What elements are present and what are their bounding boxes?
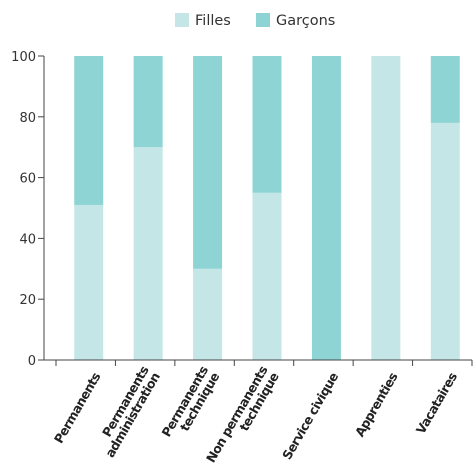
x-category-label: Permanents [51,370,104,446]
bar-segment-garcons [311,56,341,360]
x-axis: PermanentsPermanentsadministrationPerman… [44,359,473,465]
bar-segment-garcons [193,56,223,269]
legend-swatch-garcons [256,13,270,27]
x-category-label: Permanentstechnique [158,363,222,446]
y-tick-label: 80 [19,111,36,126]
legend: Filles Garçons [175,13,335,29]
bar-segment-garcons [74,56,104,205]
bar-segment-garcons [133,56,163,148]
y-axis: 0 20 40 60 80 100 [11,50,45,369]
bar-segment-filles [371,56,401,360]
x-category-label-line: Apprenties [352,370,401,439]
y-tick-label: 60 [19,172,36,187]
legend-label-filles: Filles [195,13,231,29]
y-tick-label: 20 [19,293,36,308]
bar-segment-filles [133,147,163,360]
x-category-label-line: Permanents [51,370,104,446]
bar-segment-filles [74,204,104,360]
x-category-label: Service civique [279,370,341,462]
x-category-label: Apprenties [352,370,401,439]
legend-label-garcons: Garçons [276,13,335,29]
x-category-label-line: Service civique [279,370,341,462]
x-category-label-line: Vacataires [413,370,460,437]
legend-swatch-filles [175,13,189,27]
bars [74,56,460,360]
x-category-label: Vacataires [413,370,460,437]
y-tick-label: 0 [28,354,36,369]
y-tick-label: 40 [19,232,36,247]
bar-segment-garcons [252,56,282,193]
y-tick-label: 100 [11,50,36,65]
bar-segment-garcons [430,56,460,123]
bar-segment-filles [193,268,223,360]
bar-segment-filles [252,192,282,360]
bar-segment-filles [430,122,460,360]
